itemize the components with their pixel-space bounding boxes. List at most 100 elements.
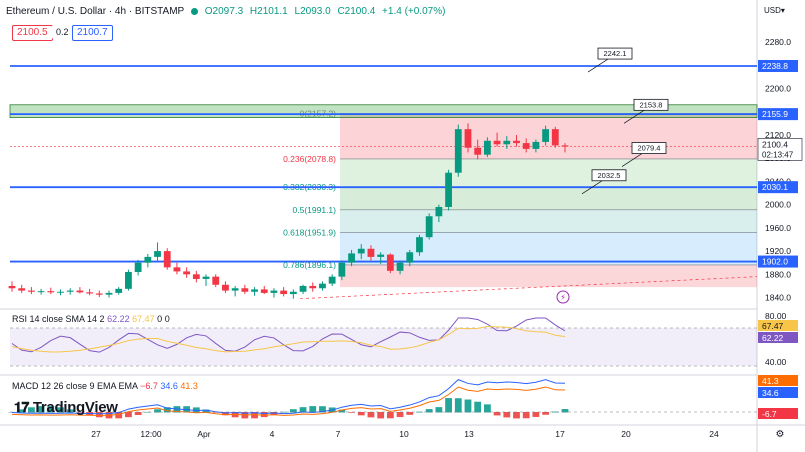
price-callout-box xyxy=(591,169,627,182)
candle-body xyxy=(134,262,142,272)
price-callout-box xyxy=(597,47,633,60)
macd-legend[interactable]: MACD 12 26 close 9 EMA EMA −6.7 34.6 41.… xyxy=(12,381,198,391)
candle-body xyxy=(309,285,317,289)
ohlc-open: O2097.3 xyxy=(204,6,244,17)
macd-histogram-bar xyxy=(202,409,210,413)
candle-body xyxy=(251,289,258,292)
macd-histogram-bar xyxy=(144,411,152,413)
lightning-icon: ⚡ xyxy=(560,293,566,302)
candle-body xyxy=(212,276,220,285)
candle-body xyxy=(513,140,520,144)
macd-histogram-bar xyxy=(251,412,258,419)
macd-histogram-bar xyxy=(319,406,326,413)
time-tick-label: 27 xyxy=(91,429,101,439)
price-tick-label: 2000.0 xyxy=(765,200,791,210)
price-callout-pointer xyxy=(621,153,643,167)
macd-histogram-bar xyxy=(289,409,297,413)
candle-body xyxy=(561,145,569,147)
currency-selector[interactable]: USD▾ xyxy=(764,6,785,15)
macd-signal-line xyxy=(11,386,566,417)
settings-gear-icon: ⚙ xyxy=(776,429,785,440)
price-axis-badge xyxy=(758,59,798,72)
macd-line-badge xyxy=(758,387,798,398)
candle-body xyxy=(76,290,84,293)
macd-histogram-bar xyxy=(95,412,103,418)
price-tick-label: 2120.0 xyxy=(765,130,791,140)
price-callout-box xyxy=(631,142,667,154)
price-tick-label: 2280.0 xyxy=(765,37,791,47)
price-callout-pointer xyxy=(581,180,603,195)
time-tick-label: 7 xyxy=(336,429,341,439)
candle-body xyxy=(105,292,113,295)
macd-histogram-bar xyxy=(192,407,200,413)
macd-histogram-bar xyxy=(396,412,404,418)
macd-histogram-bar xyxy=(551,411,559,413)
macd-histogram-bar xyxy=(280,411,288,413)
rsi-value: 62.22 xyxy=(107,314,130,324)
candle-body xyxy=(493,140,501,145)
macd-histogram-bar xyxy=(464,399,472,413)
candle-body xyxy=(95,293,103,295)
macd-histogram-bar xyxy=(532,412,540,417)
fib-zone xyxy=(340,158,757,188)
price-axis-badge xyxy=(758,181,798,194)
rsi-sma-value: 67.47 xyxy=(132,314,155,324)
candle-body xyxy=(503,140,511,145)
macd-histogram-bar xyxy=(270,412,278,415)
price-axis-badge-text: 1902.0 xyxy=(762,257,788,267)
rsi-extra-2: 0 xyxy=(164,314,170,324)
ohlc-high: H2101.1 xyxy=(249,6,288,17)
fib-label: 0.618(1951.9) xyxy=(283,228,336,238)
tradingview-logo[interactable]: 𝟏𝟕 TradingView xyxy=(14,399,118,416)
sell-price-button[interactable]: 2100.5 xyxy=(12,25,53,41)
macd-histogram-bar xyxy=(561,409,569,413)
macd-histogram-bar xyxy=(357,412,365,416)
time-tick-label: 12:00 xyxy=(140,429,162,439)
trend-line xyxy=(299,276,758,300)
candle-body xyxy=(386,254,394,271)
time-tick-label: 13 xyxy=(464,429,474,439)
rsi-badge-text: 62.22 xyxy=(762,333,784,343)
ohlc-close: C2100.4 xyxy=(337,6,376,17)
time-tick-label: 20 xyxy=(621,429,631,439)
candle-body xyxy=(445,172,452,207)
rsi-tick: 80.00 xyxy=(765,311,787,321)
chart-header: Ethereum / U.S. Dollar · 4h · BITSTAMP O… xyxy=(6,6,449,17)
macd-histogram-bar xyxy=(338,409,346,413)
candle-body xyxy=(483,140,491,155)
macd-histogram-bar xyxy=(28,407,35,413)
rsi-legend[interactable]: RSI 14 close SMA 14 2 62.22 67.47 0 0 xyxy=(12,314,170,324)
price-tick-label: 1920.0 xyxy=(765,246,791,256)
macd-signal-value: 41.3 xyxy=(180,381,198,391)
macd-histogram-bar xyxy=(513,412,520,419)
macd-histogram-bar xyxy=(348,412,355,413)
candle-body xyxy=(144,256,152,263)
candle-body xyxy=(289,291,297,295)
candle-body xyxy=(396,262,404,271)
rsi-extra-1: 0 xyxy=(157,314,163,324)
price-tick-label: 1960.0 xyxy=(765,223,791,233)
price-callout-text: 2079.4 xyxy=(638,144,661,153)
candle-body xyxy=(319,283,326,289)
macd-histogram-bar xyxy=(522,412,530,419)
macd-histogram-bar xyxy=(367,412,375,418)
symbol-title[interactable]: Ethereum / U.S. Dollar · 4h · BITSTAMP xyxy=(6,6,185,17)
spread-value: 0.2 xyxy=(52,25,73,39)
price-axis-badge xyxy=(758,255,798,268)
candle-body xyxy=(338,262,346,277)
buy-price-button[interactable]: 2100.7 xyxy=(72,25,113,41)
macd-histogram-bar xyxy=(377,412,385,419)
candle-body xyxy=(66,290,74,292)
macd-histogram-bar xyxy=(542,412,549,415)
time-tick-label: 4 xyxy=(270,429,275,439)
macd-histogram-bar xyxy=(260,412,268,418)
time-tick-label: 24 xyxy=(709,429,719,439)
candle-body xyxy=(57,291,64,293)
candle-body xyxy=(280,290,288,295)
macd-histogram-bar xyxy=(37,406,45,413)
candle-body xyxy=(47,291,55,293)
current-price-badge xyxy=(757,138,803,161)
macd-histogram-bar xyxy=(163,407,171,413)
